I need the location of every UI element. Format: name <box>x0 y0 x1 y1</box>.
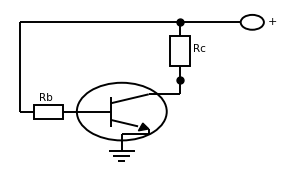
Bar <box>170 36 190 66</box>
Text: Rb: Rb <box>39 93 52 103</box>
Bar <box>34 105 63 119</box>
Polygon shape <box>138 123 149 131</box>
Text: +: + <box>268 17 278 27</box>
Text: Rc: Rc <box>193 44 206 54</box>
